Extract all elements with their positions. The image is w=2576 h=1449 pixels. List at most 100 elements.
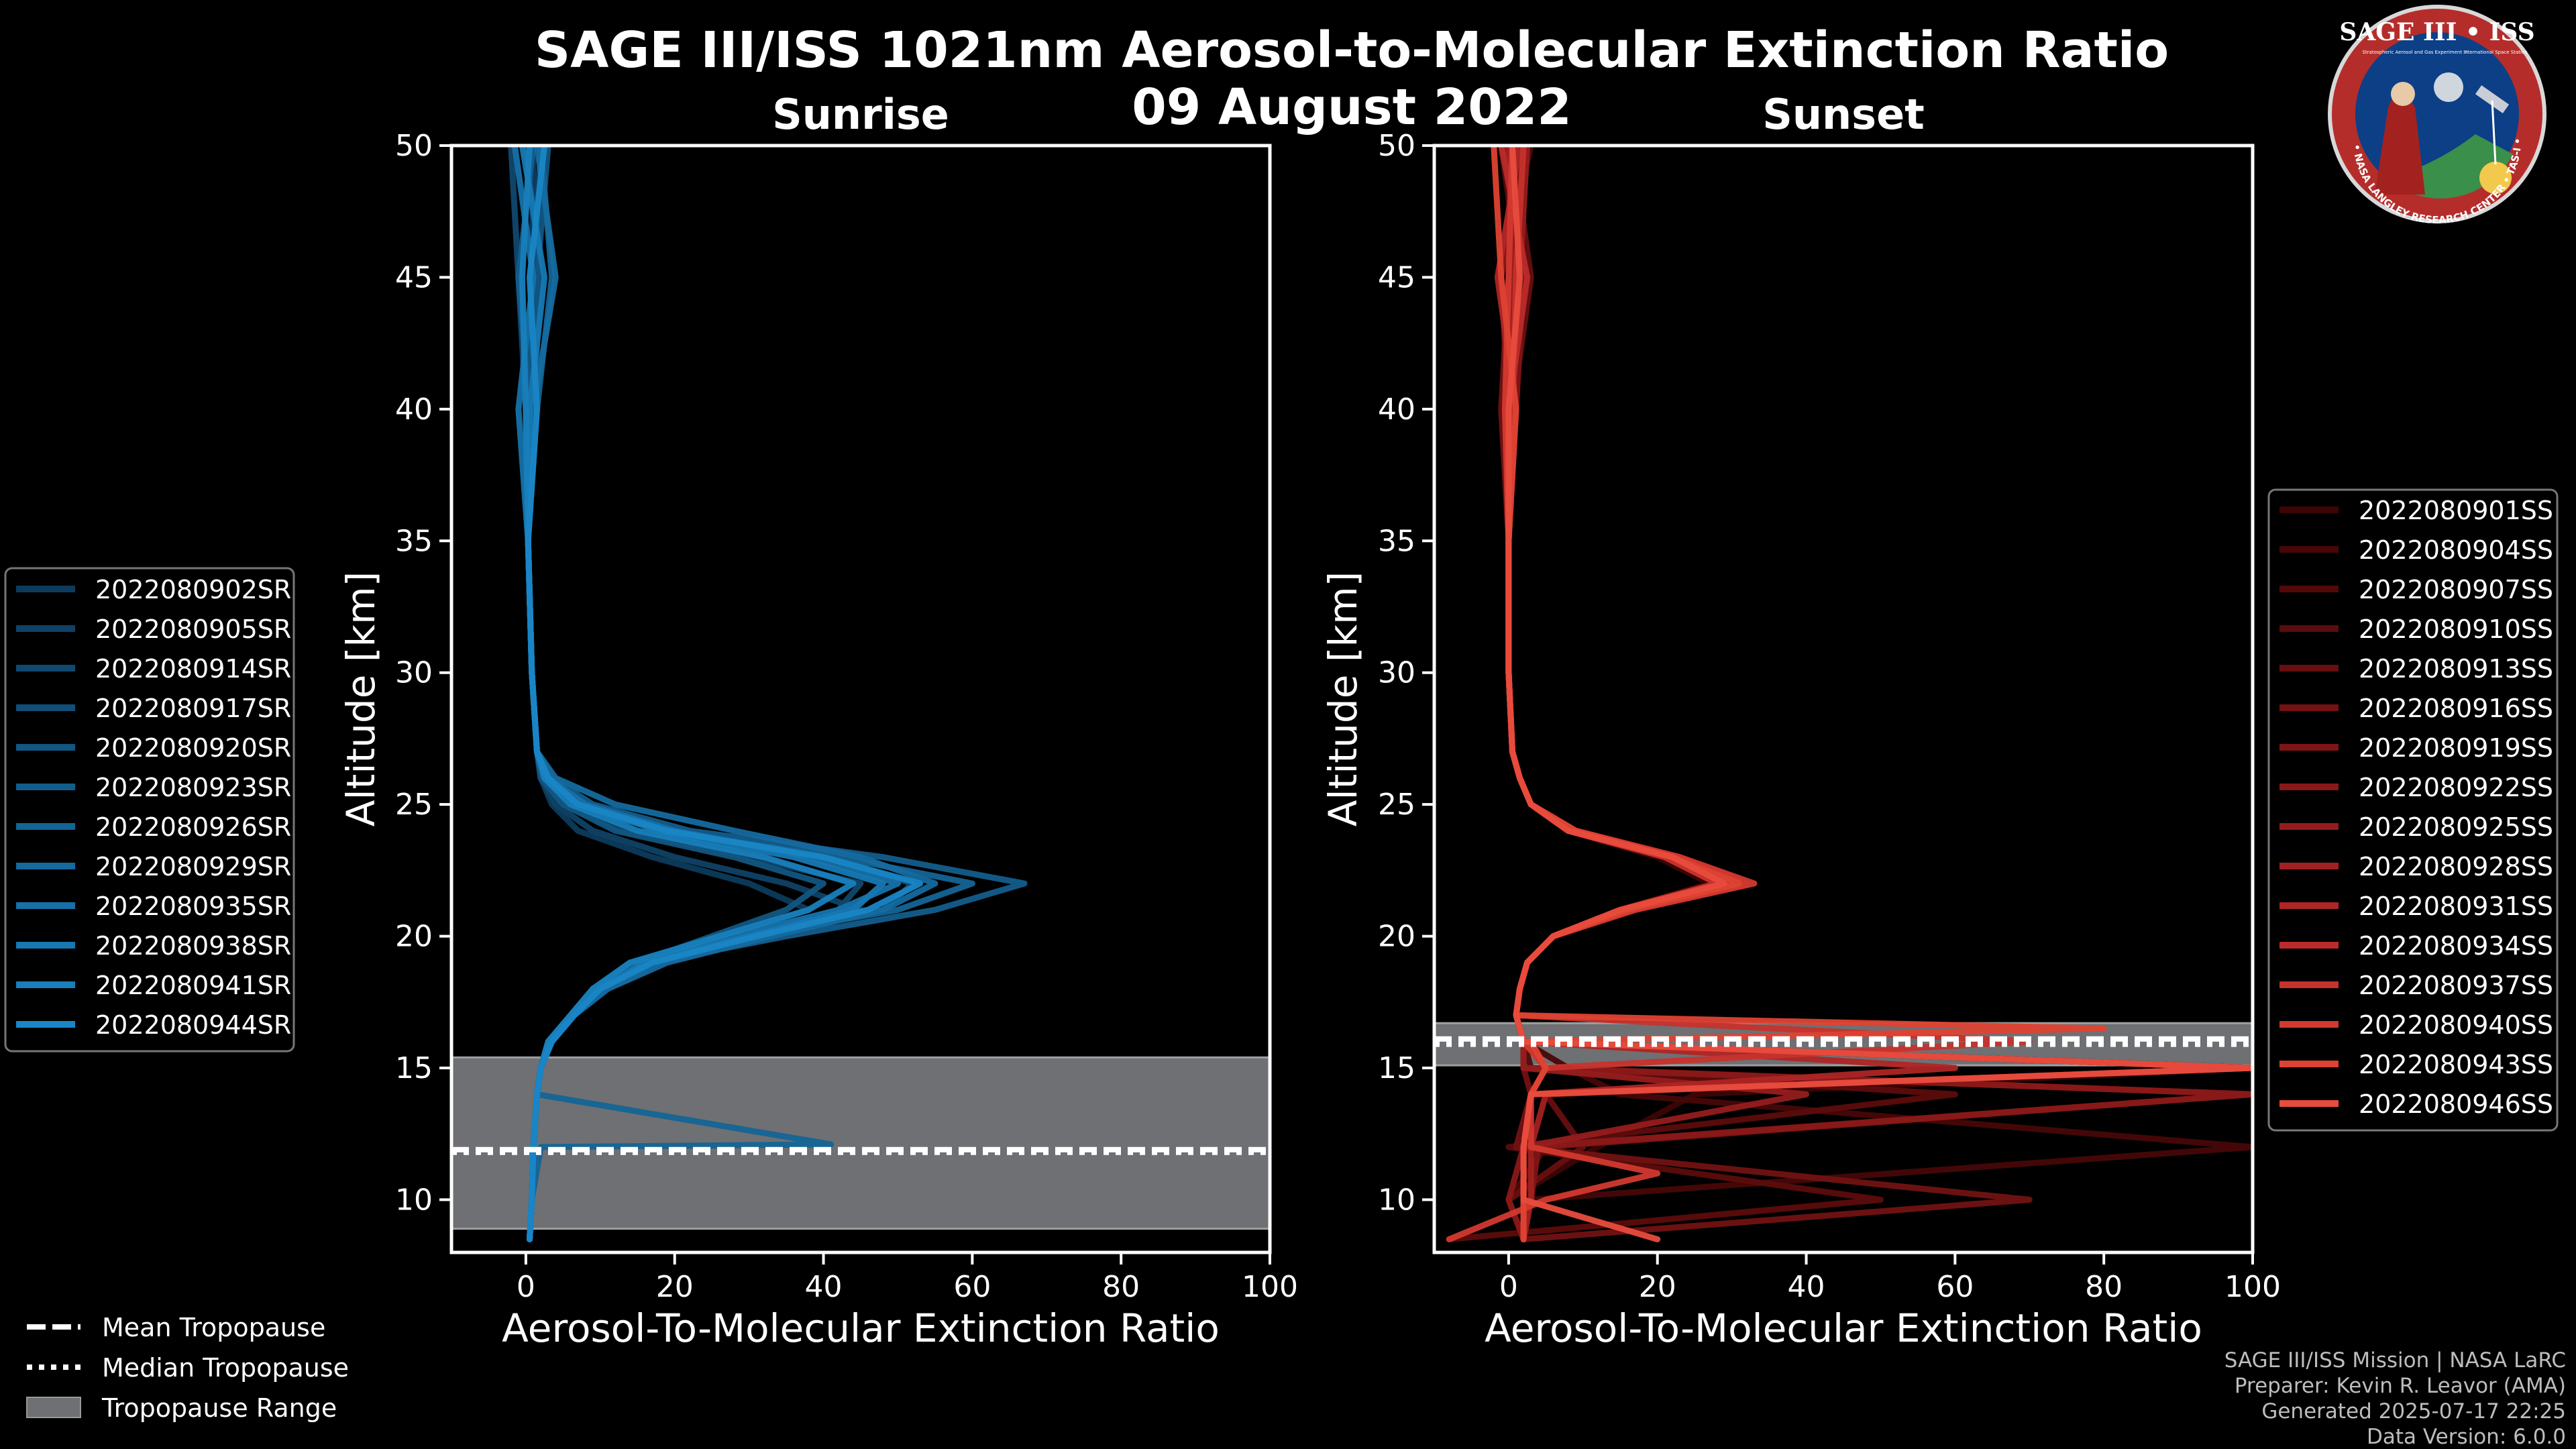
- sunset-xtick-label: 100: [2224, 1270, 2281, 1304]
- scientist-figure-icon: [2375, 94, 2425, 195]
- sunrise-tropopause-layer: [451, 1056, 1270, 1230]
- light-beam-icon: [2491, 100, 2497, 165]
- sunrise-tropopause-lines: [451, 1146, 1270, 1155]
- sunrise-ytick-label: 35: [395, 524, 433, 558]
- sun-icon: [2479, 162, 2512, 194]
- sunrise-xtick-label: 100: [1242, 1270, 1298, 1304]
- sunrise-ytick-label: 30: [395, 656, 433, 690]
- sunset-ytick-label: 20: [1378, 920, 1415, 954]
- sunset-legend-label: 2022080904SS: [2359, 535, 2553, 565]
- sunrise-xtick-label: 60: [953, 1270, 991, 1304]
- sunrise-tropopause-range-band: [451, 1056, 1270, 1230]
- sunrise-legend-label: 2022080935SR: [95, 892, 291, 921]
- sunset-plot-frame: [1432, 144, 2255, 1254]
- sunrise-legend-label: 2022080929SR: [95, 852, 291, 881]
- sunrise-series-layer: [508, 146, 1028, 1242]
- sunset-ytick-label: 35: [1378, 524, 1415, 558]
- sunrise-xtick-label: 80: [1102, 1270, 1140, 1304]
- sunset-xtick-label: 60: [1936, 1270, 1974, 1304]
- sunset-legend-label: 2022080946SS: [2359, 1089, 2553, 1119]
- sunrise-xtick-label: 0: [517, 1270, 535, 1304]
- sunset-legend-label: 2022080943SS: [2359, 1050, 2553, 1079]
- sunrise-legend-label: 2022080905SR: [95, 614, 291, 644]
- sunrise-legend-label: 2022080926SR: [95, 812, 291, 842]
- main-title: SAGE III/ISS 1021nm Aerosol-to-Molecular…: [535, 21, 2169, 79]
- sunset-series-layer: [1446, 146, 2253, 1242]
- sunrise-series-line-2022080944SR: [525, 146, 924, 1242]
- sunset-legend-box: [2267, 488, 2559, 1132]
- sunset-xlabel: Aerosol-To-Molecular Extinction Ratio: [1485, 1305, 2202, 1351]
- sunset-legend-label: 2022080934SS: [2359, 931, 2553, 961]
- sunrise-legend-label: 2022080902SR: [95, 575, 291, 604]
- sunset-axis-ticks: 0 20 40 60 80 100 10 15 20 25 30 35 40 45 50: [1378, 129, 2281, 1304]
- sunrise-legend: 2022080902SR 2022080905SR 2022080914SR 2022…: [4, 567, 295, 1053]
- logo-name: SAGE III • ISS: [2339, 18, 2534, 46]
- sunset-legend-label: 2022080907SS: [2359, 575, 2553, 604]
- panel-title-sunset: Sunset: [1762, 90, 1925, 139]
- median-tropopause-label: Median Tropopause: [102, 1353, 349, 1383]
- sunset-legend-label: 2022080916SS: [2359, 694, 2553, 723]
- sunset-ytick-label: 30: [1378, 656, 1415, 690]
- sunrise-xtick-label: 20: [656, 1270, 694, 1304]
- sunset-ytick-label: 45: [1378, 260, 1415, 294]
- sunrise-xlabel: Aerosol-To-Molecular Extinction Ratio: [502, 1305, 1220, 1351]
- sunset-plot: 0 20 40 60 80 100 10 15 20 25 30 35 40 45 50 Aerosol-T…: [1320, 129, 2281, 1351]
- space-station-icon: [2475, 85, 2510, 113]
- credit-generated: Generated 2025-07-17 22:25: [2261, 1399, 2566, 1424]
- sunset-legend-label: 2022080922SS: [2359, 773, 2553, 802]
- sunrise-ytick-label: 50: [395, 129, 433, 163]
- sunset-tropopause-lines: [1434, 1036, 2253, 1047]
- moon-icon: [2434, 72, 2463, 102]
- sunrise-ylabel: Altitude [km]: [338, 572, 384, 826]
- credit-mission: SAGE III/ISS Mission | NASA LaRC: [2224, 1348, 2566, 1373]
- sunset-legend-label: 2022080919SS: [2359, 733, 2553, 763]
- sunset-ytick-label: 10: [1378, 1183, 1415, 1217]
- sunrise-plot: 0 20 40 60 80 100 10 15 20 25 30 35 40 45 50 Aerosol-T…: [338, 129, 1298, 1351]
- sunset-xtick-label: 0: [1499, 1270, 1518, 1304]
- credit-preparer: Preparer: Kevin R. Leavor (AMA): [2235, 1374, 2566, 1398]
- sunrise-legend-label: 2022080944SR: [95, 1010, 291, 1040]
- tropopause-legend: Mean Tropopause Median Tropopause Tropop…: [26, 1313, 349, 1423]
- sunrise-ytick-label: 15: [395, 1051, 433, 1085]
- sunrise-legend-label: 2022080941SR: [95, 971, 291, 1000]
- sunrise-legend-label: 2022080914SR: [95, 654, 291, 684]
- sunset-legend-label: 2022080925SS: [2359, 812, 2553, 842]
- sunset-xtick-label: 80: [2085, 1270, 2123, 1304]
- sunrise-ytick-label: 25: [395, 788, 433, 822]
- sunrise-ytick-label: 40: [395, 392, 433, 427]
- tropopause-range-swatch: [26, 1397, 81, 1418]
- sunset-ytick-label: 50: [1378, 129, 1415, 163]
- sunset-ytick-label: 40: [1378, 392, 1415, 427]
- sunset-legend-label: 2022080913SS: [2359, 654, 2553, 684]
- mean-tropopause-label: Mean Tropopause: [102, 1313, 325, 1342]
- sunrise-ytick-label: 45: [395, 260, 433, 294]
- panel-title-sunrise: Sunrise: [772, 90, 949, 139]
- tropopause-range-label: Tropopause Range: [101, 1393, 337, 1423]
- sunrise-plot-frame: [449, 144, 1272, 1254]
- logo-subtext: Stratospheric Aerosol and Gas Experiment…: [2362, 50, 2467, 55]
- credits: SAGE III/ISS Mission | NASA LaRC Prepare…: [2224, 1348, 2566, 1449]
- sunrise-legend-label: 2022080917SR: [95, 694, 291, 723]
- sunset-ytick-label: 15: [1378, 1051, 1415, 1085]
- sunset-ylabel: Altitude [km]: [1320, 572, 1366, 826]
- sunset-legend-label: 2022080937SS: [2359, 971, 2553, 1000]
- sunset-xtick-label: 20: [1639, 1270, 1676, 1304]
- sunset-legend-label: 2022080931SS: [2359, 892, 2553, 921]
- credit-version: Data Version: 6.0.0: [2367, 1425, 2566, 1449]
- sunset-legend-label: 2022080910SS: [2359, 614, 2553, 644]
- sunset-legend-label: 2022080928SS: [2359, 852, 2553, 881]
- sunrise-legend-label: 2022080920SR: [95, 733, 291, 763]
- sunset-xtick-label: 40: [1788, 1270, 1825, 1304]
- sunset-series-line-2022080946SS: [1505, 146, 2253, 1242]
- sunset-legend: 2022080901SS 2022080904SS 2022080907SS 2022…: [2267, 488, 2559, 1132]
- sunrise-legend-label: 2022080923SR: [95, 773, 291, 802]
- sunrise-legend-box: [4, 567, 295, 1053]
- sunset-legend-label: 2022080940SS: [2359, 1010, 2553, 1040]
- logo-station-text: International Space Station: [2463, 50, 2527, 55]
- sunrise-ytick-label: 20: [395, 920, 433, 954]
- main-subtitle-date: 09 August 2022: [1132, 78, 1572, 136]
- sunrise-ytick-label: 10: [395, 1183, 433, 1217]
- sunrise-xtick-label: 40: [805, 1270, 843, 1304]
- sunrise-axis-ticks: 0 20 40 60 80 100 10 15 20 25 30 35 40 45 50: [395, 129, 1298, 1304]
- scientist-head-icon: [2391, 82, 2415, 106]
